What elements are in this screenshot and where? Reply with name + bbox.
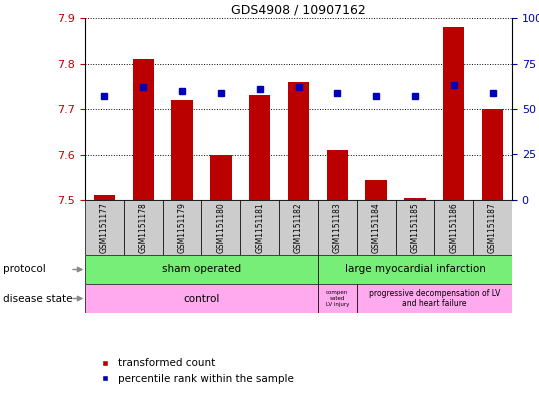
Bar	[85, 284, 318, 313]
Bar	[124, 200, 163, 255]
Text: GSM1151181: GSM1151181	[255, 202, 264, 253]
Bar	[357, 200, 396, 255]
Bar	[85, 200, 124, 255]
Text: progressive decompensation of LV
and heart failure: progressive decompensation of LV and hea…	[369, 289, 500, 308]
Bar	[365, 180, 387, 200]
Bar	[318, 284, 357, 313]
Bar	[482, 109, 503, 200]
Text: GSM1151185: GSM1151185	[411, 202, 419, 253]
Bar	[357, 284, 512, 313]
Text: large myocardial infarction: large myocardial infarction	[344, 264, 486, 274]
Bar	[443, 27, 465, 200]
Text: control: control	[183, 294, 219, 303]
Bar	[240, 200, 279, 255]
Text: GSM1151183: GSM1151183	[333, 202, 342, 253]
Title: GDS4908 / 10907162: GDS4908 / 10907162	[231, 4, 366, 17]
Text: GSM1151186: GSM1151186	[450, 202, 458, 253]
Text: GSM1151180: GSM1151180	[216, 202, 225, 253]
Bar	[318, 200, 357, 255]
Text: GSM1151179: GSM1151179	[177, 202, 186, 253]
Bar	[171, 100, 193, 200]
Bar	[249, 95, 271, 200]
Bar	[202, 200, 240, 255]
Bar	[210, 154, 232, 200]
Text: GSM1151182: GSM1151182	[294, 202, 303, 253]
Bar	[473, 200, 512, 255]
Bar	[404, 198, 426, 200]
Legend: transformed count, percentile rank within the sample: transformed count, percentile rank withi…	[90, 354, 299, 388]
Bar	[318, 255, 512, 284]
Text: GSM1151187: GSM1151187	[488, 202, 497, 253]
Text: protocol: protocol	[3, 264, 45, 274]
Bar	[85, 255, 318, 284]
Text: sham operated: sham operated	[162, 264, 241, 274]
Bar	[133, 59, 154, 200]
Text: GSM1151184: GSM1151184	[371, 202, 381, 253]
Bar	[434, 200, 473, 255]
Bar	[94, 195, 115, 200]
Text: GSM1151178: GSM1151178	[139, 202, 148, 253]
Bar	[279, 200, 318, 255]
Bar	[288, 82, 309, 200]
Text: disease state: disease state	[3, 294, 72, 303]
Bar	[396, 200, 434, 255]
Text: GSM1151177: GSM1151177	[100, 202, 109, 253]
Bar	[327, 150, 348, 200]
Bar	[163, 200, 202, 255]
Text: compen
sated
LV injury: compen sated LV injury	[326, 290, 349, 307]
